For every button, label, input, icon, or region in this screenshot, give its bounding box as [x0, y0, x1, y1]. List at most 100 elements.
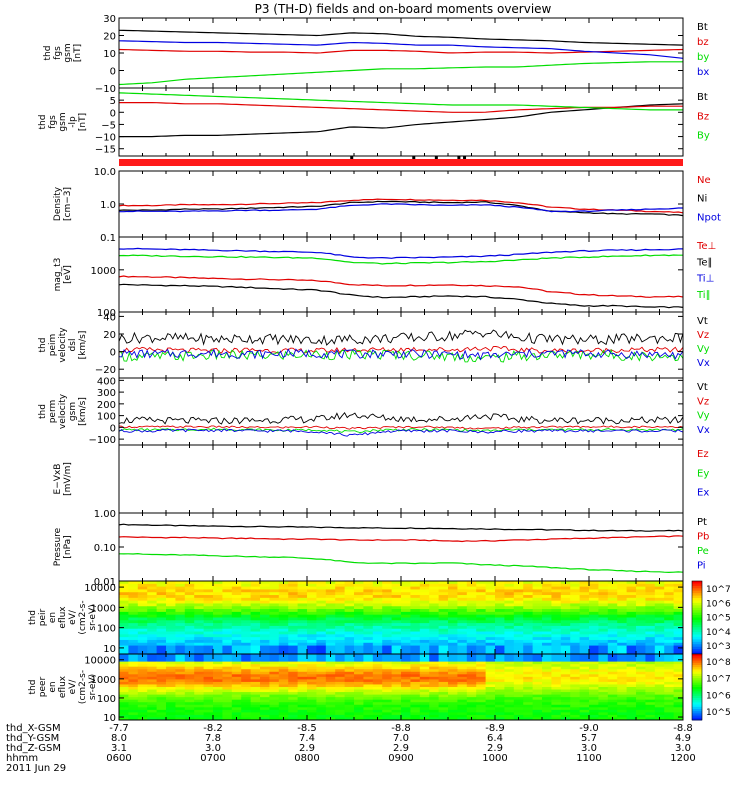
- colorbar-segment: [692, 581, 702, 584]
- heatmap-cell: [137, 697, 148, 701]
- heatmap-cell: [166, 659, 176, 663]
- heatmap-cell: [513, 656, 524, 660]
- heatmap-cell: [363, 687, 374, 691]
- heatmap-cell: [626, 704, 637, 708]
- heatmap-cell: [335, 637, 346, 641]
- heatmap-cell: [542, 611, 552, 616]
- heatmap-cell: [551, 637, 562, 641]
- heatmap-cell: [448, 639, 458, 644]
- heatmap-cell: [250, 623, 261, 627]
- heatmap-cell: [175, 679, 186, 683]
- heatmap-cell: [457, 712, 468, 716]
- y-axis-label: thd fgs gsm -lp [nT]: [38, 112, 88, 131]
- heatmap-cell: [119, 586, 129, 590]
- heatmap-cell: [288, 611, 299, 616]
- y-tick-label: −10: [95, 84, 116, 95]
- heatmap-cell: [119, 714, 129, 718]
- heatmap-cell: [560, 707, 571, 711]
- heatmap-cell: [551, 674, 562, 678]
- y-axis-label-line: thd: [28, 680, 38, 695]
- heatmap-cell: [607, 648, 618, 652]
- heatmap-cell: [363, 639, 374, 644]
- heatmap-cell: [344, 586, 355, 590]
- heatmap-cell: [589, 697, 599, 701]
- heatmap-cell: [260, 679, 270, 683]
- legend-entry: Npot: [697, 212, 721, 223]
- heatmap-cell: [156, 699, 167, 703]
- heatmap-cell: [372, 600, 383, 604]
- heatmap-cell: [260, 606, 270, 610]
- heatmap-cell: [495, 609, 505, 613]
- colorbar-segment: [692, 627, 702, 631]
- heatmap-cell: [213, 617, 223, 621]
- heatmap-cell: [147, 712, 158, 716]
- heatmap-cell: [429, 603, 440, 607]
- heatmap-cell: [617, 671, 628, 675]
- heatmap-cell: [410, 687, 421, 691]
- heatmap-cell: [372, 603, 383, 607]
- heatmap-cell: [391, 676, 402, 680]
- series-line: [119, 103, 684, 138]
- heatmap-cell: [297, 692, 308, 696]
- heatmap-cell: [222, 656, 233, 660]
- heatmap-cell: [203, 603, 214, 607]
- heatmap-cell: [457, 631, 468, 635]
- heatmap-cell: [429, 704, 440, 708]
- heatmap-cell: [654, 586, 665, 590]
- heatmap-cell: [607, 628, 618, 633]
- heatmap-cell: [128, 625, 139, 630]
- heatmap-cell: [457, 687, 468, 691]
- heatmap-cell: [147, 674, 158, 678]
- heatmap-cell: [626, 717, 637, 721]
- heatmap-cell: [147, 651, 158, 655]
- heatmap-cell: [175, 664, 186, 668]
- heatmap-cell: [278, 656, 289, 660]
- heatmap-cell: [175, 589, 186, 593]
- heatmap-cell: [354, 631, 364, 635]
- heatmap-cell: [438, 586, 449, 590]
- heatmap-cell: [241, 689, 252, 693]
- heatmap-cell: [457, 642, 468, 647]
- heatmap-cell: [354, 597, 364, 602]
- heatmap-cell: [184, 639, 195, 644]
- heatmap-cell: [551, 623, 562, 627]
- heatmap-cell: [222, 639, 233, 644]
- mode-bar-red: [119, 159, 683, 166]
- heatmap-cell: [532, 664, 543, 668]
- heatmap-cell: [626, 694, 637, 698]
- heatmap-cell: [448, 611, 458, 616]
- heatmap-cell: [363, 679, 374, 683]
- heatmap-cell: [278, 614, 289, 618]
- heatmap-cell: [297, 709, 308, 713]
- heatmap-cell: [429, 645, 440, 649]
- heatmap-cell: [636, 714, 646, 718]
- heatmap-cell: [523, 600, 534, 604]
- heatmap-cell: [194, 589, 205, 593]
- heatmap-cell: [551, 654, 562, 658]
- heatmap-cell: [325, 639, 336, 644]
- heatmap-cell: [419, 714, 430, 718]
- heatmap-cell: [645, 589, 656, 593]
- heatmap-cell: [626, 714, 637, 718]
- heatmap-cell: [401, 603, 411, 607]
- heatmap-cell: [532, 669, 543, 673]
- heatmap-cell: [542, 712, 552, 716]
- heatmap-cell: [617, 611, 628, 616]
- heatmap-cell: [495, 687, 505, 691]
- heatmap-cell: [128, 609, 139, 613]
- heatmap-cell: [156, 623, 167, 627]
- heatmap-cell: [485, 656, 496, 660]
- heatmap-cell: [250, 687, 261, 691]
- heatmap-cell: [307, 702, 317, 706]
- heatmap-cell: [325, 620, 336, 624]
- heatmap-cell: [607, 639, 618, 644]
- heatmap-cell: [457, 676, 468, 680]
- heatmap-cell: [513, 689, 524, 693]
- heatmap-cell: [222, 687, 233, 691]
- heatmap-cell: [457, 664, 468, 668]
- heatmap-cell: [401, 609, 411, 613]
- heatmap-cell: [457, 671, 468, 675]
- heatmap-cell: [579, 697, 590, 701]
- heatmap-cell: [532, 681, 543, 685]
- heatmap-cell: [645, 645, 656, 649]
